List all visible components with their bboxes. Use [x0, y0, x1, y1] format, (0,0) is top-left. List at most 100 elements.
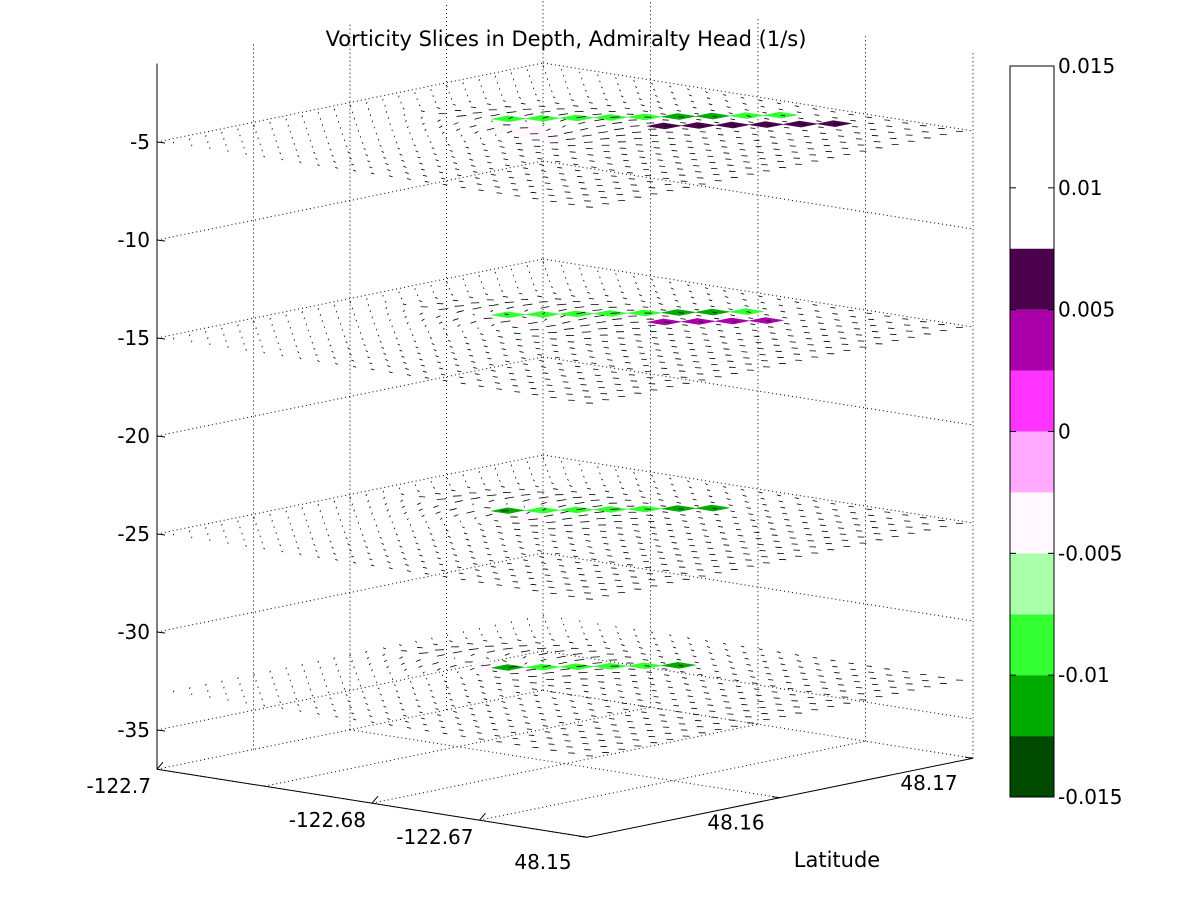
velocity-arrow: [603, 346, 609, 349]
velocity-arrow: [449, 640, 453, 643]
velocity-arrow: [687, 284, 690, 287]
velocity-arrow: [389, 672, 391, 675]
velocity-arrow: [556, 499, 567, 502]
velocity-arrow: [558, 721, 565, 724]
velocity-arrow: [361, 338, 364, 340]
velocity-arrow: [659, 714, 666, 716]
velocity-arrow: [587, 154, 594, 156]
velocity-arrow: [433, 545, 437, 548]
velocity-arrow: [768, 522, 774, 524]
velocity-arrow: [550, 90, 553, 93]
velocity-arrow: [592, 113, 602, 116]
velocity-arrow: [507, 562, 512, 565]
velocity-arrow: [508, 725, 514, 728]
velocity-arrow: [496, 192, 503, 194]
velocity-arrow: [521, 553, 526, 555]
velocity-arrow: [800, 515, 806, 518]
velocity-arrow: [317, 164, 320, 166]
velocity-arrow: [433, 702, 437, 704]
velocity-arrow: [456, 310, 464, 313]
velocity-arrow: [377, 687, 380, 690]
velocity-arrow: [592, 172, 599, 174]
velocity-arrow: [546, 384, 553, 386]
velocity-arrow: [750, 519, 756, 521]
velocity-arrow: [406, 322, 409, 325]
velocity-arrow: [625, 362, 631, 364]
velocity-arrow: [351, 555, 355, 558]
z-tick-label: -30: [117, 620, 150, 644]
velocity-arrow: [528, 734, 535, 736]
velocity-arrow: [578, 730, 585, 733]
velocity-arrow: [666, 523, 672, 526]
velocity-arrow: [442, 575, 448, 578]
velocity-arrow: [587, 703, 593, 705]
velocity-arrow: [317, 660, 320, 663]
velocity-arrow: [440, 177, 446, 180]
velocity-arrow: [552, 96, 556, 99]
velocity-arrow: [478, 275, 480, 277]
velocity-arrow: [381, 346, 385, 349]
velocity-arrow: [583, 533, 590, 536]
velocity-arrow: [635, 340, 642, 342]
velocity-arrow: [549, 280, 551, 283]
velocity-arrow: [388, 567, 393, 570]
velocity-arrow: [440, 569, 446, 572]
velocity-arrow: [651, 689, 657, 692]
velocity-arrow: [221, 327, 223, 330]
velocity-arrow: [393, 331, 396, 334]
velocity-arrow: [499, 479, 501, 482]
velocity-arrow: [528, 381, 535, 384]
velocity-arrow: [651, 474, 654, 477]
velocity-arrow: [662, 511, 669, 513]
velocity-arrow: [516, 90, 519, 93]
velocity-arrow: [734, 326, 740, 329]
velocity-arrow: [365, 494, 368, 497]
velocity-arrow: [739, 697, 746, 700]
velocity-arrow: [641, 711, 647, 713]
velocity-arrow: [651, 533, 658, 535]
velocity-arrow: [367, 709, 371, 711]
velocity-arrow: [424, 377, 430, 379]
velocity-arrow: [518, 96, 522, 99]
velocity-arrow: [721, 342, 728, 344]
velocity-arrow: [691, 707, 698, 710]
velocity-arrow: [710, 501, 715, 504]
velocity-arrow: [189, 138, 191, 141]
velocity-arrow: [724, 296, 729, 298]
velocity-arrow: [489, 716, 494, 719]
velocity-arrow: [609, 718, 615, 720]
velocity-arrow: [664, 517, 670, 519]
velocity-arrow: [406, 178, 411, 180]
velocity-arrow: [461, 526, 465, 529]
velocity-arrow: [486, 127, 495, 131]
velocity-arrow: [610, 116, 620, 118]
velocity-arrow: [453, 514, 459, 517]
velocity-arrow: [555, 552, 561, 555]
velocity-arrow: [669, 634, 672, 637]
velocity-arrow: [687, 695, 693, 697]
velocity-arrow: [438, 563, 444, 566]
velocity-arrow: [474, 373, 480, 375]
velocity-arrow: [641, 358, 647, 361]
velocity-arrow: [884, 668, 891, 670]
colorbar-swatch: [1010, 736, 1054, 797]
velocity-arrow: [666, 680, 671, 682]
velocity-arrow: [644, 665, 651, 667]
velocity-arrow: [481, 692, 486, 694]
velocity-arrow: [692, 106, 697, 109]
velocity-arrow: [453, 358, 458, 360]
velocity-arrow: [592, 505, 603, 508]
velocity-arrow: [589, 709, 595, 711]
velocity-arrow: [514, 195, 521, 197]
velocity-arrow: [526, 69, 529, 72]
velocity-arrow: [421, 717, 425, 720]
velocity-arrow: [465, 146, 470, 149]
velocity-arrow: [436, 654, 445, 657]
velocity-arrow: [726, 655, 731, 657]
velocity-arrow: [785, 525, 792, 527]
velocity-arrow: [365, 650, 368, 654]
velocity-arrow: [424, 324, 427, 328]
velocity-arrow: [513, 136, 520, 139]
velocity-arrow: [540, 658, 547, 662]
